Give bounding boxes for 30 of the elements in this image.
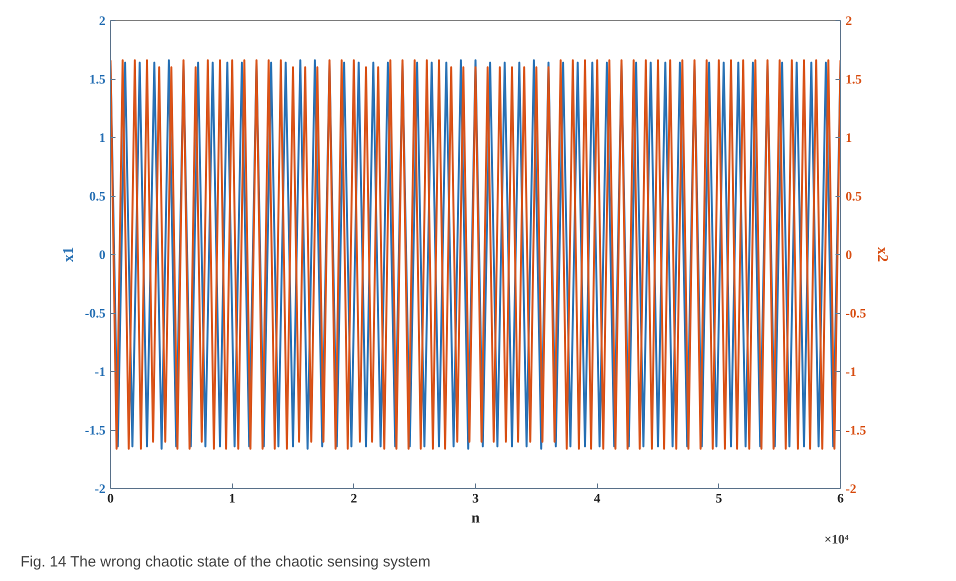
y2-tick-label: -2 <box>846 481 856 496</box>
x-axis-title: n <box>471 510 480 526</box>
y2-tick-label: 2 <box>846 13 852 28</box>
x-tick-label: 3 <box>472 490 480 506</box>
x-tick-label: 6 <box>837 490 844 506</box>
y2-axis-title: x2 <box>874 247 890 262</box>
x-tick-label: 5 <box>716 490 723 506</box>
x-tick-label: 4 <box>594 490 601 506</box>
x-tick-label: 2 <box>350 490 358 506</box>
y2-tick-label: -1 <box>846 364 856 379</box>
y-tick-label: -2 <box>94 481 106 496</box>
text: ×10⁴ <box>824 532 849 546</box>
line-series <box>110 59 840 450</box>
y-tick-label: -0.5 <box>84 306 106 320</box>
y-tick-label: 1.5 <box>89 72 106 86</box>
x-tick-label: 1 <box>228 490 236 506</box>
text: Fig. 14 The wrong chaotic state of the chaotic sensing system <box>20 554 430 570</box>
y2-tick-label: 1 <box>846 130 852 145</box>
y-axis-title: x1 <box>60 247 77 262</box>
y2-tick-label: 0.5 <box>846 188 862 204</box>
y2-tick-label: -0.5 <box>846 306 867 320</box>
y-tick-label: -1.5 <box>84 422 106 438</box>
y-tick-label: 1 <box>99 130 106 145</box>
y-tick-label: 0.5 <box>89 188 106 204</box>
y2-tick-label: 1.5 <box>846 72 862 86</box>
y2-tick-label: -1.5 <box>846 422 867 438</box>
y2-tick-label: 0 <box>846 247 852 262</box>
y-tick-label: 2 <box>99 13 106 28</box>
y-tick-label: -1 <box>94 364 106 379</box>
y-tick-label: 0 <box>99 247 106 262</box>
